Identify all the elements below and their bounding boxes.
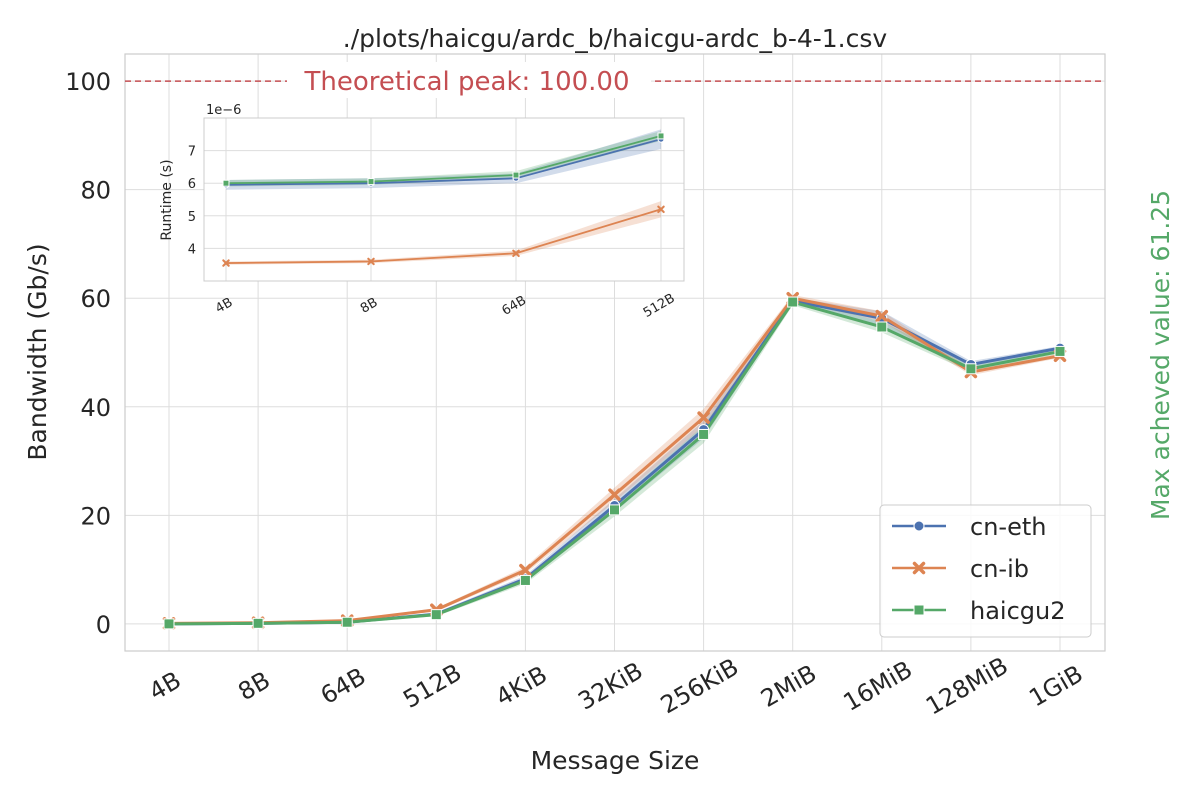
point-haicgu2 <box>163 618 175 630</box>
point-cn-ib <box>875 309 889 323</box>
y-tick-label: 20 <box>80 502 111 530</box>
point-haicgu2 <box>965 363 977 375</box>
inset-series-markers <box>222 132 665 267</box>
point-haicgu2 <box>252 617 264 629</box>
y-tick-label: 60 <box>80 285 111 313</box>
point-haicgu2 <box>787 296 799 308</box>
theoretical-peak-label: Theoretical peak: 100.00 <box>304 67 630 97</box>
point-haicgu2 <box>1054 345 1066 357</box>
point-cn-ib <box>512 249 520 258</box>
point-haicgu2 <box>698 428 710 440</box>
line-haicgu2 <box>225 135 662 185</box>
peak-label-background <box>287 62 651 98</box>
max-achieved-label: Max acheved value: 61.25 <box>1146 190 1175 520</box>
main-series-markers <box>162 291 1067 630</box>
point-cn-ib <box>608 488 621 501</box>
y-tick-label: 100 <box>65 68 111 96</box>
x-axis-label: Message Size <box>531 746 700 775</box>
legend-marker-haicgu2 <box>913 604 925 616</box>
point-cn-ib <box>697 411 710 424</box>
point-cn-ib <box>657 205 665 214</box>
legend-label-cn-ib: cn-ib <box>970 555 1029 583</box>
point-cn-ib <box>367 257 375 266</box>
y-tick-label: 7 <box>188 145 196 160</box>
main-plot-frame <box>124 53 1106 652</box>
line-cn-eth <box>225 138 662 186</box>
y-tick-label: 5 <box>188 210 196 225</box>
point-haicgu2 <box>876 321 888 333</box>
y-axis-label: Bandwidth (Gb/s) <box>23 243 52 460</box>
x-tick-label: 8B <box>358 295 380 317</box>
point-haicgu2 <box>609 504 620 516</box>
inset-scale-label: 1e−6 <box>206 103 241 118</box>
main-y-tick-labels: 0 20 40 60 80 100 <box>65 68 111 639</box>
inset-y-tick-labels: 4 5 6 7 <box>188 145 196 258</box>
legend-label-cn-eth: cn-eth <box>970 513 1046 541</box>
inset-background <box>204 118 684 281</box>
chart-title: ./plots/haicgu/ardc_b/haicgu-ardc_b-4-1.… <box>343 24 888 53</box>
y-tick-label: 6 <box>188 177 196 192</box>
point-haicgu2 <box>657 132 665 140</box>
legend-frame <box>879 504 1092 638</box>
y-tick-label: 40 <box>80 394 111 422</box>
inset-y-axis-label: Runtime (s) <box>159 159 175 240</box>
point-haicgu2 <box>367 178 375 186</box>
point-haicgu2 <box>519 574 531 586</box>
point-haicgu2 <box>341 616 353 628</box>
legend-marker-cn-eth <box>913 520 925 532</box>
point-haicgu2 <box>222 179 230 187</box>
point-haicgu2 <box>512 171 520 179</box>
y-tick-label: 80 <box>80 177 111 205</box>
y-tick-label: 4 <box>188 242 196 257</box>
inset-series-lines <box>225 135 662 264</box>
inset-plot-frame <box>203 117 685 282</box>
x-tick-label: 4B <box>213 295 235 317</box>
legend-marker-cn-ib <box>912 561 926 575</box>
legend: cn-eth cn-ib haicgu2 <box>879 504 1092 638</box>
point-cn-ib <box>222 259 230 267</box>
band-cn-ib <box>226 201 661 265</box>
legend-label-haicgu2: haicgu2 <box>970 597 1066 625</box>
point-cn-ib <box>519 563 532 577</box>
line-cn-ib <box>225 208 662 264</box>
y-tick-label: 0 <box>96 611 111 639</box>
point-haicgu2 <box>430 609 442 621</box>
